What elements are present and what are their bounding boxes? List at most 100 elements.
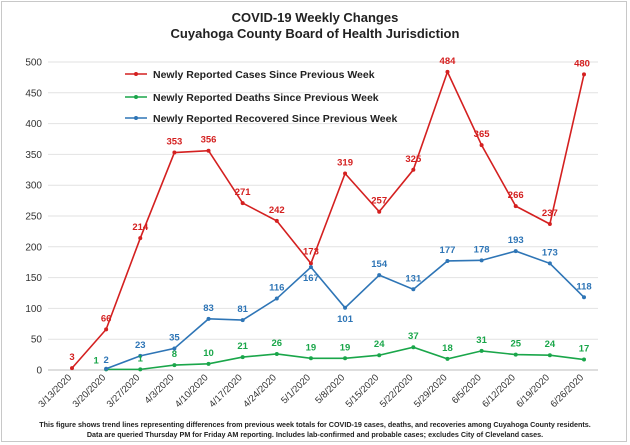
data-label: 154 (371, 259, 388, 270)
data-point (274, 351, 279, 356)
x-tick-label: 4/24/2020 (241, 372, 279, 410)
data-point (104, 366, 109, 371)
x-tick-label: 3/20/2020 (71, 372, 109, 410)
x-tick-label: 5/1/2020 (279, 372, 313, 406)
data-point (513, 249, 518, 254)
data-label: 25 (510, 339, 521, 350)
legend-label: Newly Reported Cases Since Previous Week (153, 69, 375, 81)
data-point (411, 167, 416, 172)
data-label: 271 (235, 187, 252, 198)
data-point (377, 353, 382, 358)
data-point (445, 69, 450, 74)
chart-title: COVID-19 Weekly Changes (231, 10, 399, 25)
y-axis: 0 50 100 150 200 250 300 350 400 450 500 (25, 58, 42, 377)
data-label: 167 (303, 273, 319, 284)
data-label: 18 (442, 343, 453, 354)
data-point (308, 261, 313, 266)
x-tick-label: 4/17/2020 (207, 372, 245, 410)
y-tick-label: 350 (25, 150, 42, 161)
data-label: 1 (138, 353, 144, 364)
y-tick-label: 200 (25, 242, 42, 253)
data-label: 8 (172, 349, 177, 360)
data-point (513, 352, 518, 357)
data-point (411, 287, 416, 292)
x-tick-label: 4/10/2020 (173, 372, 211, 410)
data-label: 118 (576, 281, 591, 292)
data-point (172, 346, 177, 351)
data-label: 193 (508, 235, 524, 246)
legend-label: Newly Reported Recovered Since Previous … (153, 113, 397, 125)
data-point (547, 353, 552, 358)
series-line-0 (71, 69, 585, 369)
data-point (138, 353, 143, 358)
data-label: 19 (306, 342, 317, 353)
data-point (377, 209, 382, 214)
legend-marker (134, 95, 138, 99)
x-tick-label: 3/27/2020 (105, 372, 143, 410)
data-label: 266 (508, 190, 524, 201)
data-point (138, 236, 143, 241)
data-label: 31 (476, 335, 487, 346)
data-point (274, 296, 279, 301)
data-label: 177 (440, 245, 456, 256)
data-label: 365 (474, 129, 491, 140)
data-point (206, 316, 211, 321)
x-tick-label: 6/5/2020 (450, 372, 484, 406)
data-point (343, 356, 348, 361)
data-label: 24 (545, 339, 556, 350)
data-label: 214 (132, 222, 149, 233)
data-point (343, 171, 348, 176)
y-tick-label: 50 (31, 335, 43, 346)
y-tick-label: 250 (25, 212, 42, 223)
data-label: 353 (166, 137, 182, 148)
data-point (582, 72, 586, 77)
data-label: 484 (440, 56, 457, 67)
x-tick-label: 6/26/2020 (548, 372, 586, 410)
data-label: 257 (371, 196, 387, 207)
data-point (172, 363, 177, 368)
data-label: 37 (408, 331, 419, 342)
data-point (582, 295, 586, 300)
data-label: 116 (269, 283, 284, 294)
footnote-line-1: This figure shows trend lines representi… (39, 420, 591, 429)
data-label: 242 (269, 205, 285, 216)
data-label: 480 (574, 58, 590, 69)
x-tick-label: 3/13/2020 (36, 372, 74, 410)
data-label: 3 (69, 352, 74, 363)
data-point (343, 305, 348, 310)
data-point (445, 356, 450, 361)
y-tick-label: 400 (25, 119, 42, 130)
legend-marker (134, 116, 138, 120)
data-point (479, 143, 484, 148)
data-label: 66 (101, 313, 112, 324)
chart-subtitle: Cuyahoga County Board of Health Jurisdic… (170, 26, 460, 41)
legend-label: Newly Reported Deaths Since Previous Wee… (153, 92, 379, 104)
data-label: 1 (93, 355, 99, 366)
data-label: 237 (542, 208, 558, 219)
data-label: 10 (203, 348, 214, 359)
data-label: 173 (303, 246, 319, 257)
x-tick-label: 5/15/2020 (344, 372, 382, 410)
data-point (206, 361, 211, 366)
data-point (138, 367, 143, 372)
data-label: 26 (272, 338, 283, 349)
data-point (308, 356, 313, 361)
data-point (274, 218, 279, 223)
x-tick-label: 4/3/2020 (143, 372, 177, 406)
data-label: 24 (374, 339, 385, 350)
data-point (206, 148, 211, 153)
data-label: 81 (237, 304, 248, 315)
data-point (240, 318, 245, 323)
y-tick-label: 0 (36, 366, 42, 377)
data-label: 35 (169, 332, 180, 343)
data-point (240, 355, 245, 360)
data-point (377, 273, 382, 278)
gridlines (48, 61, 598, 371)
data-point (582, 357, 586, 362)
x-tick-label: 6/12/2020 (480, 372, 518, 410)
data-point (104, 327, 109, 332)
data-label: 19 (340, 342, 351, 353)
data-point (411, 345, 416, 350)
